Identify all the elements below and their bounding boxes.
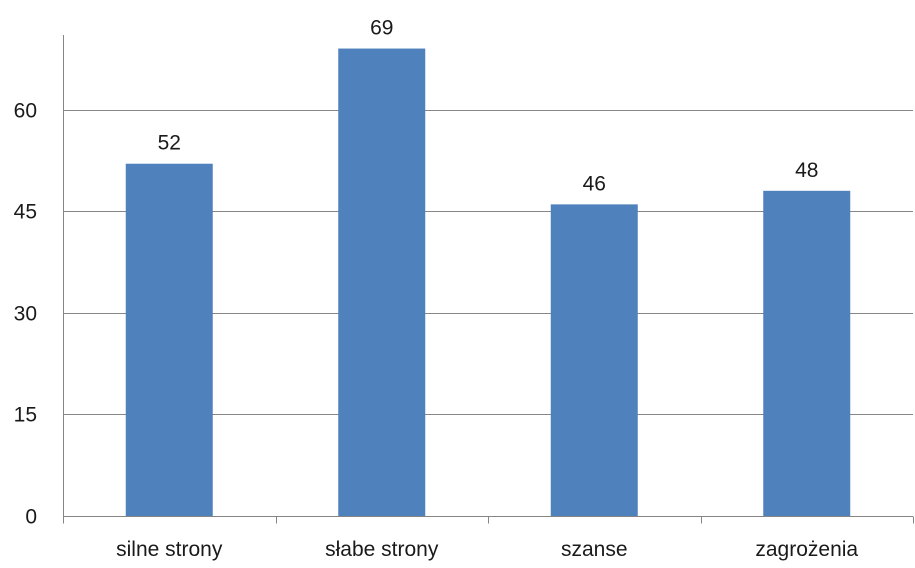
bar <box>763 190 851 516</box>
y-tick-label: 15 <box>14 404 37 427</box>
bar <box>125 163 213 516</box>
data-label: 52 <box>158 132 181 155</box>
labels: 0 15 30 45 60 52 silne strony 69 słabe strony 46 s… <box>14 17 859 561</box>
x-tick-label: silne strony <box>116 538 223 561</box>
x-tick-label: szanse <box>561 538 628 561</box>
y-tick-label: 30 <box>14 303 37 326</box>
y-tick-label: 0 <box>25 506 37 529</box>
y-tick-label: 45 <box>14 201 37 224</box>
bar <box>550 204 638 516</box>
bars <box>125 48 851 517</box>
y-tick-label: 60 <box>14 100 37 123</box>
axes <box>63 35 914 524</box>
data-label: 46 <box>583 172 606 195</box>
x-tick-label: słabe strony <box>325 538 439 561</box>
x-tick-label: zagrożenia <box>755 538 858 561</box>
data-label: 69 <box>370 17 393 40</box>
data-label: 48 <box>795 159 818 182</box>
bar <box>338 48 426 517</box>
